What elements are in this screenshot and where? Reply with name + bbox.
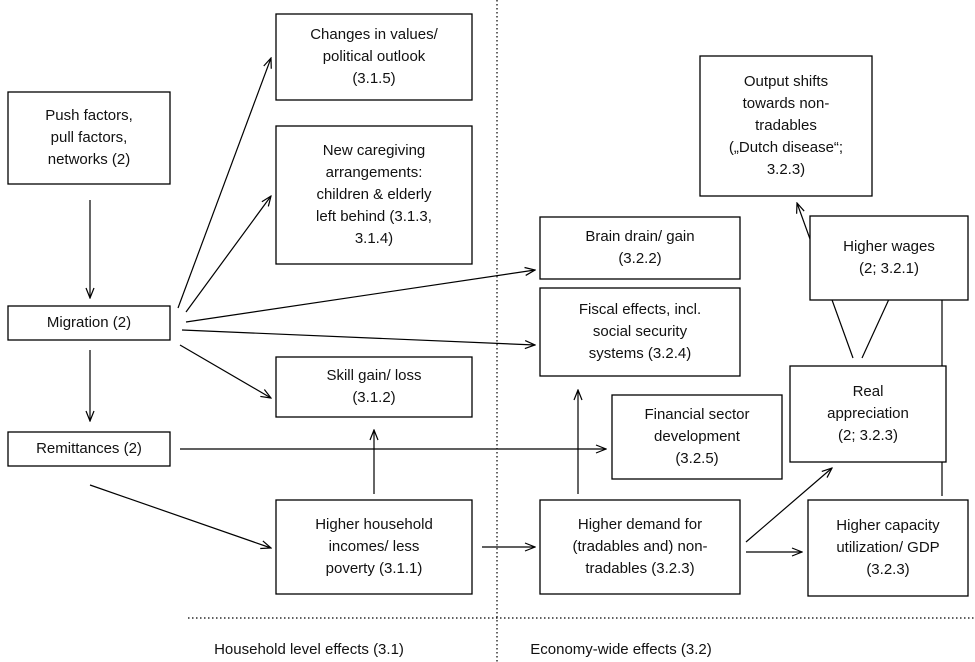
node-box <box>809 215 969 301</box>
node: Higher wages (2; 3.2.1) <box>809 215 969 301</box>
section-label: Household level effects (3.1) <box>214 641 404 658</box>
arrow <box>177 58 271 309</box>
node-box <box>7 431 171 467</box>
node-label: Brain drain/ gain <box>585 228 694 245</box>
node-label: (3.1.5) <box>352 70 395 87</box>
node-label: Remittances (2) <box>36 440 142 457</box>
node-label: children & elderly <box>316 186 432 203</box>
node-box <box>275 356 473 418</box>
node-label: incomes/ less <box>329 538 420 555</box>
node-label: left behind (3.1.3, <box>316 208 432 225</box>
node-box <box>807 499 969 597</box>
section-label: Economy-wide effects (3.2) <box>530 641 711 658</box>
node-label: (2; 3.2.1) <box>859 260 919 277</box>
node: Skill gain/ loss (3.1.2) <box>275 356 473 418</box>
arrow <box>181 329 535 345</box>
node: Output shifts towards non-tradables („Dutc… <box>699 55 873 197</box>
node-label: Migration (2) <box>47 314 131 331</box>
node-label: (3.2.5) <box>675 450 718 467</box>
node-label: Skill gain/ loss <box>326 367 421 384</box>
node: Higher capacity utilization/ GDP (3.2.3) <box>807 499 969 597</box>
arrow <box>179 344 271 398</box>
node-label: tradables (3.2.3) <box>585 560 694 577</box>
node-box <box>275 13 473 101</box>
node-label: arrangements: <box>326 164 423 181</box>
node: Push factors, pull factors, networks (2) <box>7 91 171 185</box>
node-label: Changes in values/ <box>310 26 438 43</box>
arrow <box>185 196 271 313</box>
node-label: New caregiving <box>323 142 426 159</box>
nodes: Push factors, pull factors, networks (2) Mi… <box>7 13 969 597</box>
node-label: (tradables and) non- <box>572 538 707 555</box>
node-label: networks (2) <box>48 151 131 168</box>
node-label: systems (3.2.4) <box>589 345 692 362</box>
node: Real appreciation (2; 3.2.3) <box>789 365 947 463</box>
arrow <box>185 270 535 323</box>
node: Migration (2) <box>7 305 171 341</box>
node-box <box>7 305 171 341</box>
node-label: Output shifts <box>744 73 828 90</box>
node-label: Real <box>853 383 884 400</box>
arrow <box>745 468 832 543</box>
node-label: Higher wages <box>843 238 935 255</box>
arrow <box>89 484 271 548</box>
node-label: utilization/ GDP <box>836 539 939 556</box>
node-label: tradables <box>755 117 817 134</box>
node-label: Higher demand for <box>578 516 702 533</box>
node-box <box>539 216 741 280</box>
node-label: („Dutch disease“; <box>729 139 843 156</box>
node: Changes in values/political outlook (3.1.… <box>275 13 473 101</box>
node: Remittances (2) <box>7 431 171 467</box>
node-label: (3.2.3) <box>866 561 909 578</box>
node-label: social security <box>593 323 688 340</box>
node-box <box>789 365 947 463</box>
node-box <box>699 55 873 197</box>
node-label: (3.2.2) <box>618 250 661 267</box>
node: Brain drain/ gain (3.2.2) <box>539 216 741 280</box>
node: Higher demand for (tradables and) non-tra… <box>539 499 741 595</box>
node-box <box>275 125 473 265</box>
node-label: Financial sector <box>644 406 749 423</box>
node-label: political outlook <box>323 48 426 65</box>
node: New caregiving arrangements: children & el… <box>275 125 473 265</box>
node-label: 3.2.3) <box>767 161 805 178</box>
node: Financial sector development (3.2.5) <box>611 394 783 480</box>
node-label: pull factors, <box>51 129 128 146</box>
node-box <box>539 287 741 377</box>
node-label: development <box>654 428 741 445</box>
node-label: (2; 3.2.3) <box>838 427 898 444</box>
node-label: Push factors, <box>45 107 133 124</box>
node-label: poverty (3.1.1) <box>326 560 423 577</box>
node-box <box>275 499 473 595</box>
node: Fiscal effects, incl. social security syst… <box>539 287 741 377</box>
node-box <box>7 91 171 185</box>
node-box <box>611 394 783 480</box>
node: Higher household incomes/ less poverty (3.… <box>275 499 473 595</box>
node-label: (3.1.2) <box>352 389 395 406</box>
node-label: appreciation <box>827 405 909 422</box>
node-label: Higher capacity <box>836 517 940 534</box>
node-label: towards non- <box>743 95 830 112</box>
node-box <box>539 499 741 595</box>
node-label: Fiscal effects, incl. <box>579 301 701 318</box>
node-label: 3.1.4) <box>355 230 393 247</box>
node-label: Higher household <box>315 516 433 533</box>
